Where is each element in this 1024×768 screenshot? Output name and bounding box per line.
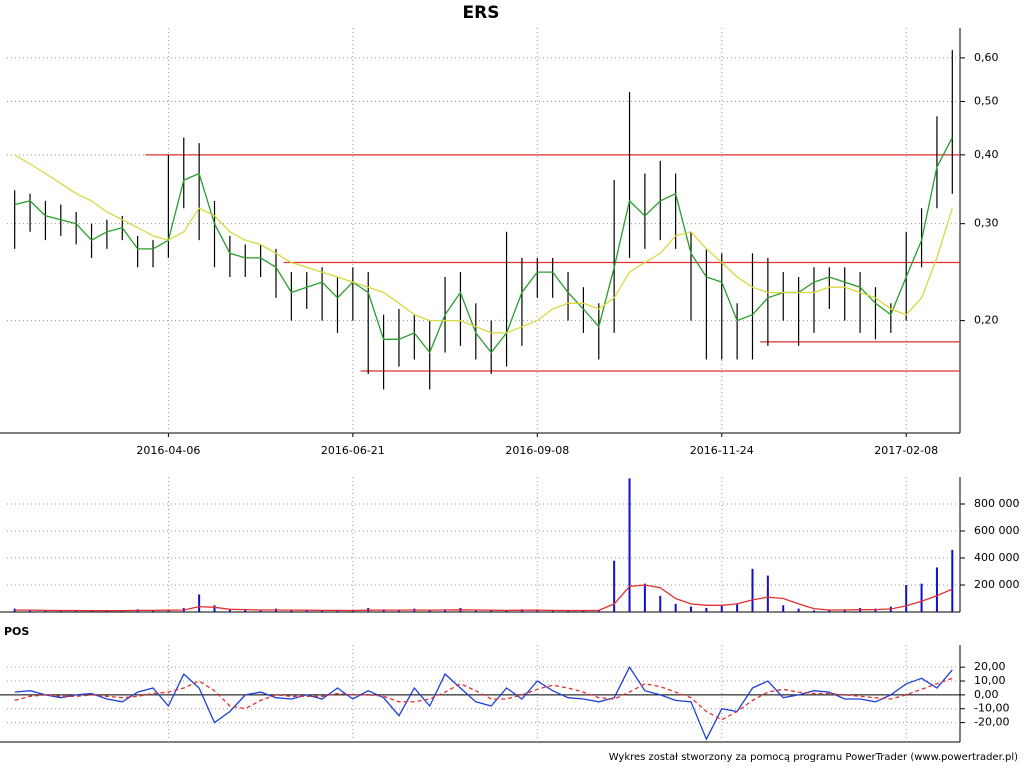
volume-bar (259, 610, 262, 612)
volume-bar (920, 583, 923, 612)
y-tick-label: 20,00 (974, 660, 1006, 673)
volume-bar (674, 603, 677, 612)
volume-bar (751, 568, 754, 612)
volume-bar (351, 610, 354, 612)
volume-bar (105, 610, 108, 612)
volume-bar (75, 610, 78, 612)
x-tick-label: 2016-09-08 (505, 444, 569, 457)
volume-bar (213, 605, 216, 612)
volume-bar (336, 610, 339, 612)
volume-bar (505, 610, 508, 612)
y-tick-label: 10,00 (974, 674, 1006, 687)
moving-average (14, 154, 953, 334)
volume-bar (782, 605, 785, 612)
volume-bar (812, 610, 815, 612)
volume-bar (905, 585, 908, 612)
x-tick-label: 2017-02-08 (874, 444, 938, 457)
panel-title: POS (4, 625, 29, 638)
y-tick-label: 0,60 (974, 51, 999, 64)
volume-bar (582, 610, 585, 612)
volume-bar (643, 583, 646, 612)
volume-bar (90, 610, 93, 612)
volume-bar (736, 603, 739, 612)
volume-bar (397, 609, 400, 612)
volume-bar (828, 609, 831, 612)
oscillator-line (14, 677, 953, 721)
y-tick-label: 0,40 (974, 148, 999, 161)
volume-bar (152, 610, 155, 612)
volume-bar (13, 608, 16, 612)
volume-bar (428, 610, 431, 612)
footer: Wykres został stworzony za pomocą progra… (609, 752, 1018, 763)
volume-bar (628, 478, 631, 612)
volume-bar (228, 609, 231, 612)
volume-average (14, 584, 953, 612)
y-tick-label: 400 000 (974, 551, 1020, 564)
volume-bar (659, 595, 662, 612)
volume-bar (290, 609, 293, 612)
volume-bar (490, 610, 493, 612)
x-tick-label: 2016-06-21 (321, 444, 385, 457)
volume-bar (536, 609, 539, 612)
volume-bar (59, 610, 62, 612)
volume-bar (766, 575, 769, 612)
y-tick-label: -20,00 (974, 716, 1009, 729)
y-tick-label: 800 000 (974, 497, 1020, 510)
x-tick-label: 2016-11-24 (690, 444, 754, 457)
volume-bar (843, 609, 846, 612)
volume-bar (797, 608, 800, 612)
volume-bar (44, 610, 47, 612)
volume-bar (305, 610, 308, 612)
y-tick-label: 0,30 (974, 217, 999, 230)
volume-bar (198, 594, 201, 612)
volume-bar (244, 609, 247, 612)
volume-bar (121, 610, 124, 612)
y-tick-label: 200 000 (974, 578, 1020, 591)
y-tick-label: -10,00 (974, 702, 1009, 715)
y-tick-label: 600 000 (974, 524, 1020, 537)
volume-bar (474, 609, 477, 612)
volume-bar (935, 567, 938, 612)
volume-bar (29, 609, 32, 612)
volume-bar (874, 608, 877, 612)
x-tick-label: 2016-04-06 (136, 444, 200, 457)
oscillator-line (14, 665, 953, 741)
volume-bar (951, 549, 954, 612)
y-tick-label: 0,50 (974, 95, 999, 108)
volume-bar (613, 560, 616, 612)
volume-bar (551, 610, 554, 612)
y-tick-label: 0,00 (974, 688, 999, 701)
volume-bar (720, 605, 723, 612)
volume-bar (567, 610, 570, 612)
chart-title: ERS (463, 3, 500, 23)
volume-bar (705, 607, 708, 612)
volume-bar (690, 606, 693, 612)
volume-bar (321, 610, 324, 612)
y-tick-label: 0,20 (974, 314, 999, 327)
